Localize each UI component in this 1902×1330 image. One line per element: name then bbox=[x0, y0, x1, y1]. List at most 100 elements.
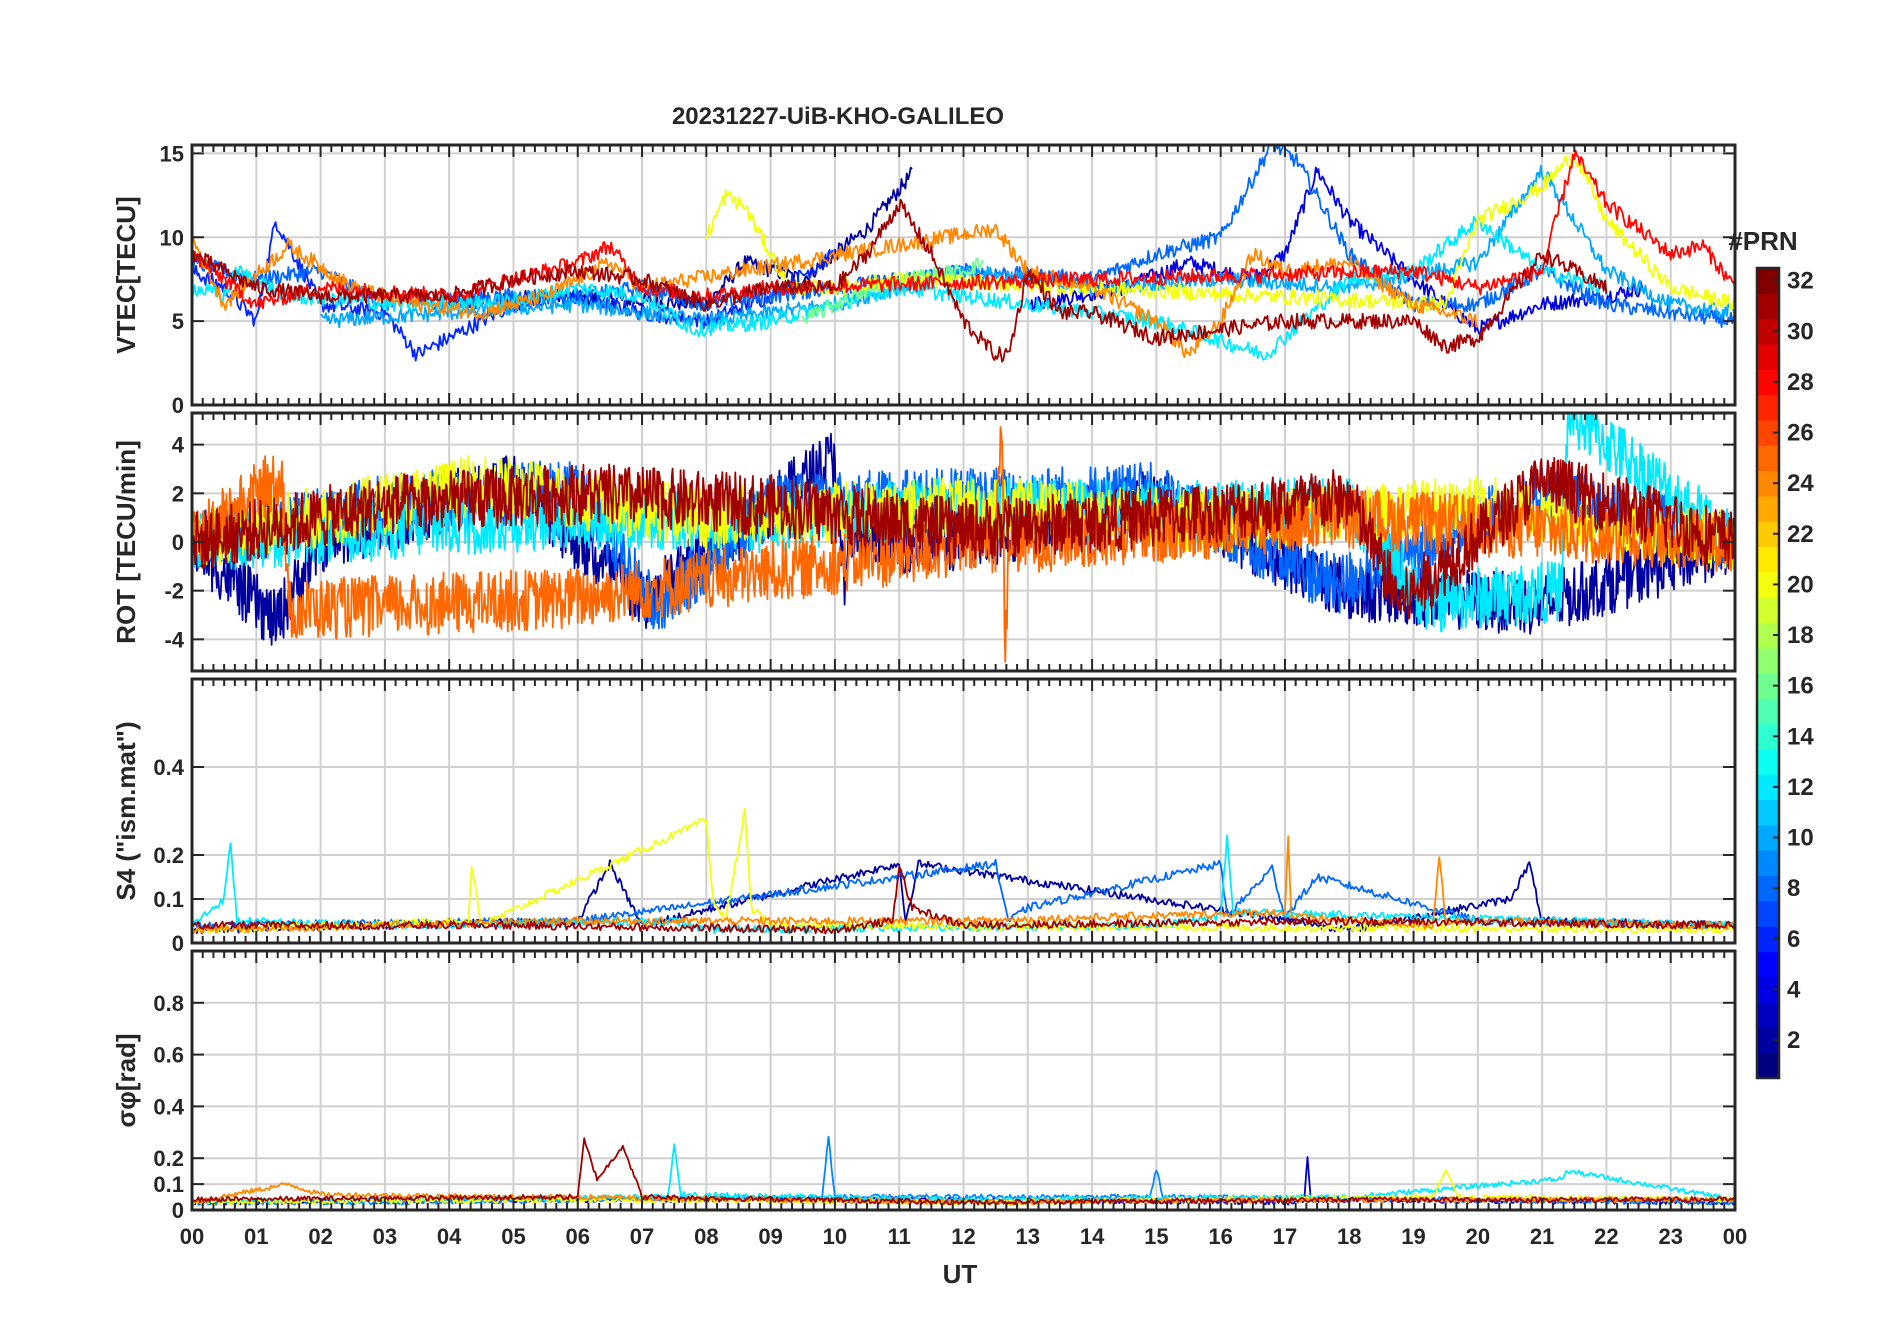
colorbar-segment bbox=[1757, 521, 1779, 548]
colorbar-segment bbox=[1757, 546, 1779, 573]
y-tick-label: 0.8 bbox=[153, 991, 184, 1016]
x-tick-label: 12 bbox=[951, 1224, 975, 1249]
colorbar-segment bbox=[1757, 647, 1779, 674]
x-tick-label: 09 bbox=[758, 1224, 782, 1249]
colorbar-tick-label: 22 bbox=[1787, 521, 1814, 548]
y-axis-label-sigma_phi: σφ[rad] bbox=[111, 1033, 141, 1127]
colorbar-tick-label: 4 bbox=[1787, 976, 1801, 1003]
y-tick-label: 0.4 bbox=[153, 755, 184, 780]
colorbar-segment bbox=[1757, 268, 1779, 294]
colorbar-segment bbox=[1757, 951, 1779, 978]
colorbar-segment bbox=[1757, 622, 1779, 649]
colorbar-tick-label: 26 bbox=[1787, 420, 1814, 447]
colorbar-segment bbox=[1757, 318, 1779, 345]
series-line-prn-16 bbox=[801, 257, 984, 324]
colorbar-segment bbox=[1757, 470, 1779, 497]
colorbar-tick-label: 16 bbox=[1787, 673, 1814, 700]
chart-title: 20231227-UiB-KHO-GALILEO bbox=[672, 103, 1004, 130]
series-line-prn-20 bbox=[705, 153, 1735, 312]
colorbar-segment bbox=[1757, 1002, 1779, 1028]
x-tick-label: 18 bbox=[1337, 1224, 1361, 1249]
colorbar-tick-label: 24 bbox=[1787, 470, 1814, 497]
x-tick-label: 17 bbox=[1273, 1224, 1297, 1249]
y-tick-label: -2 bbox=[164, 579, 184, 604]
colorbar-segment bbox=[1757, 748, 1779, 775]
colorbar-segment bbox=[1757, 723, 1779, 750]
x-tick-label: 01 bbox=[244, 1224, 268, 1249]
x-tick-label: 04 bbox=[437, 1224, 462, 1249]
panel-sigma_phi: 00.10.2 0.4 0.6 0.8 σφ[rad] bbox=[111, 949, 1737, 1223]
x-tick-label: 03 bbox=[373, 1224, 397, 1249]
panel-vtec: 0 5 10 15 VTEC[TECU] bbox=[111, 141, 1737, 418]
series-line-prn-24 bbox=[192, 223, 1479, 358]
x-tick-label: 02 bbox=[308, 1224, 332, 1249]
colorbar-segment bbox=[1757, 571, 1779, 598]
colorbar-title: #PRN bbox=[1728, 226, 1797, 256]
colorbar-segment bbox=[1757, 673, 1779, 699]
y-axis-label-vtec: VTEC[TECU] bbox=[111, 196, 141, 353]
y-tick-label: 0 bbox=[172, 1198, 184, 1223]
colorbar-tick-label: 2 bbox=[1787, 1027, 1800, 1054]
colorbar-segment bbox=[1757, 875, 1779, 902]
colorbar-tick-label: 6 bbox=[1787, 926, 1800, 953]
series-line-prn-31 bbox=[192, 457, 1735, 620]
series-group bbox=[192, 145, 1735, 363]
y-tick-label: 0 bbox=[172, 393, 184, 418]
colorbar-segment bbox=[1757, 976, 1779, 1003]
x-tick-label: 21 bbox=[1530, 1224, 1554, 1249]
x-tick-label: 10 bbox=[823, 1224, 847, 1249]
y-tick-label: 0.6 bbox=[153, 1043, 184, 1068]
x-tick-label: 11 bbox=[888, 1224, 911, 1249]
y-tick-label: 0.2 bbox=[153, 1146, 184, 1171]
colorbar-segment bbox=[1757, 597, 1779, 623]
y-tick-label: 15 bbox=[160, 141, 184, 166]
colorbar-segment bbox=[1757, 1052, 1779, 1079]
y-axis-label-rot: ROT [TECU/min] bbox=[111, 440, 141, 644]
colorbar-segment bbox=[1757, 394, 1779, 421]
x-tick-label: 19 bbox=[1401, 1224, 1425, 1249]
y-tick-label: 0 bbox=[172, 530, 184, 555]
colorbar-segment bbox=[1757, 495, 1779, 522]
x-tick-label: 05 bbox=[501, 1224, 525, 1249]
colorbar-segment bbox=[1757, 293, 1779, 320]
x-tick-label: 13 bbox=[1016, 1224, 1040, 1249]
colorbar-tick-label: 32 bbox=[1787, 268, 1814, 295]
y-tick-label: 10 bbox=[160, 225, 184, 250]
colorbar-segment bbox=[1757, 850, 1779, 877]
x-tick-label: 15 bbox=[1144, 1224, 1168, 1249]
colorbar-segment bbox=[1757, 419, 1779, 446]
series-group bbox=[192, 807, 1735, 935]
y-tick-label: -4 bbox=[164, 627, 184, 652]
y-tick-label: 0.1 bbox=[153, 887, 184, 912]
colorbar-segment bbox=[1757, 369, 1779, 396]
y-tick-label: 5 bbox=[172, 309, 184, 334]
colorbar-segment bbox=[1757, 799, 1779, 826]
x-tick-label: 16 bbox=[1208, 1224, 1232, 1249]
series-line-prn-31 bbox=[192, 865, 1735, 935]
colorbar-tick-label: 28 bbox=[1787, 369, 1814, 396]
y-axis-label-s4: S4 ("ism.mat") bbox=[111, 721, 141, 900]
colorbar-segment bbox=[1757, 445, 1779, 472]
series-line-prn-28 bbox=[192, 149, 1735, 310]
x-tick-label: 14 bbox=[1080, 1224, 1105, 1249]
y-tick-label: 4 bbox=[172, 433, 185, 458]
x-tick-label: 07 bbox=[630, 1224, 654, 1249]
colorbar-tick-label: 30 bbox=[1787, 318, 1814, 345]
colorbar-tick-label: 12 bbox=[1787, 774, 1814, 801]
y-tick-label: 0 bbox=[172, 931, 184, 956]
x-tick-label: 20 bbox=[1466, 1224, 1490, 1249]
colorbar-segment bbox=[1757, 698, 1779, 725]
y-tick-label: 2 bbox=[172, 481, 184, 506]
x-tick-label: 00 bbox=[1723, 1224, 1747, 1249]
x-axis-label: UT bbox=[943, 1259, 978, 1289]
colorbar-segment bbox=[1757, 900, 1779, 927]
panel-s4: 0 0.1 0.2 0.4 S4 ("ism.mat") bbox=[111, 677, 1737, 956]
x-tick-label: 06 bbox=[566, 1224, 590, 1249]
colorbar-tick-label: 8 bbox=[1787, 875, 1800, 902]
colorbar-segment bbox=[1757, 824, 1779, 851]
colorbar-segment bbox=[1757, 926, 1779, 953]
colorbar-segment bbox=[1757, 774, 1779, 801]
x-tick-label: 23 bbox=[1658, 1224, 1682, 1249]
colorbar-frame bbox=[1755, 266, 1781, 1080]
